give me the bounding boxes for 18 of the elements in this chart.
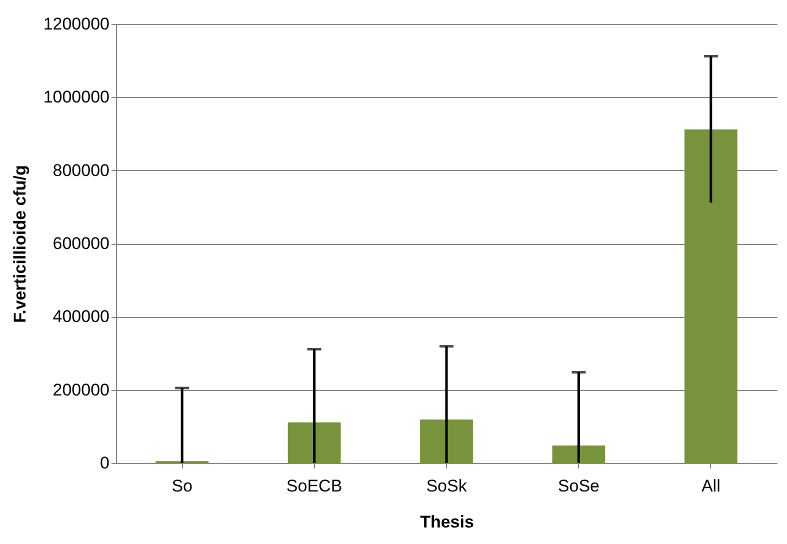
- y-tick-label: 600000: [52, 234, 110, 253]
- x-tick-label: SoSk: [426, 476, 468, 496]
- y-tick-label: 1200000: [43, 14, 110, 34]
- y-tick-label: 800000: [52, 160, 110, 180]
- bar: [288, 422, 341, 463]
- y-tick-label: 1000000: [43, 88, 110, 107]
- y-tick-label: 200000: [52, 380, 110, 400]
- bar: [420, 419, 473, 463]
- x-tick-label: SoECB: [286, 476, 342, 496]
- x-tick-label: All: [701, 476, 720, 496]
- y-tick-label: 400000: [52, 307, 110, 326]
- y-tick-label: 0: [100, 454, 110, 472]
- x-tick-label: So: [172, 476, 192, 496]
- x-tick-label: SoSe: [558, 476, 600, 496]
- x-axis-title: Thesis: [420, 512, 474, 532]
- y-axis-title: F.verticillioide cfu/g: [10, 165, 30, 323]
- bar: [552, 445, 606, 463]
- bar: [684, 129, 738, 463]
